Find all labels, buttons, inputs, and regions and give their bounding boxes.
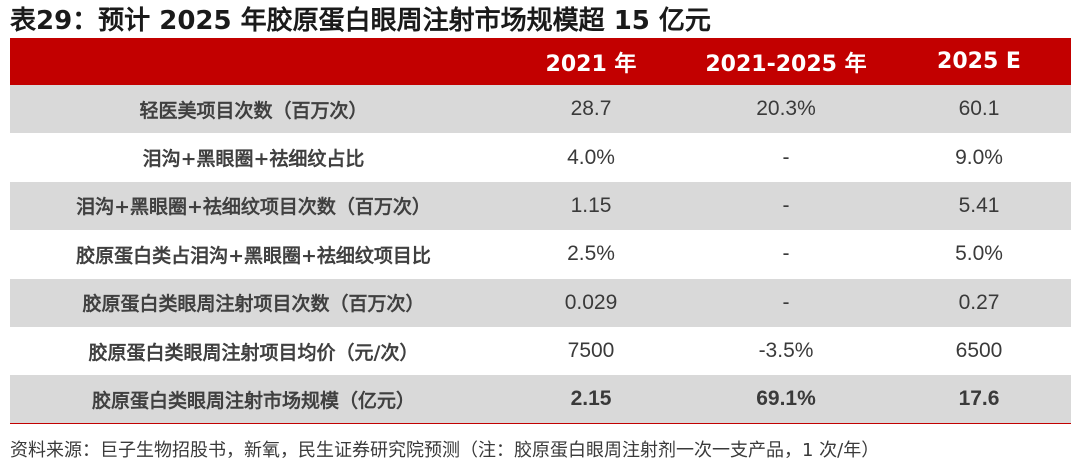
- table-row: 胶原蛋白类眼周注射项目次数（百万次） 0.029 - 0.27: [10, 278, 1071, 327]
- value-growth: -: [782, 145, 790, 169]
- value-2025e: 0.27: [958, 290, 1000, 314]
- value-2025e: 5.41: [958, 193, 1000, 217]
- value-growth: -: [782, 290, 790, 314]
- value-growth: -3.5%: [758, 339, 814, 363]
- row-label: 轻医美项目次数（百万次）: [139, 99, 368, 122]
- header-2021: 2021 年: [545, 51, 637, 77]
- value-growth: -: [782, 242, 790, 266]
- row-label: 胶原蛋白类眼周注射项目次数（百万次）: [82, 293, 425, 316]
- value-2021: 0.029: [564, 290, 618, 314]
- table-row-total: 胶原蛋白类眼周注射市场规模（亿元） 2.15 69.1% 17.6: [10, 375, 1071, 424]
- value-2025e: 60.1: [958, 97, 1000, 121]
- data-table: 2021 年 2021-2025 年 2025 E 轻医美项目次数（百万次） 2…: [10, 38, 1071, 424]
- value-2025e: 17.6: [958, 387, 1000, 411]
- value-2021: 4.0%: [567, 145, 615, 169]
- source-note: 资料来源：巨子生物招股书，新氧，民生证券研究院预测（注：胶原蛋白眼周注射剂一次一…: [10, 440, 880, 461]
- value-growth: -: [782, 193, 790, 217]
- table-row: 胶原蛋白类眼周注射项目均价（元/次） 7500 -3.5% 6500: [10, 327, 1071, 375]
- row-label: 胶原蛋白类眼周注射项目均价（元/次）: [88, 341, 419, 364]
- value-2021: 1.15: [570, 193, 612, 217]
- row-label: 泪沟+黑眼圈+祛细纹项目次数（百万次）: [76, 196, 431, 219]
- table-row: 泪沟+黑眼圈+祛细纹项目次数（百万次） 1.15 - 5.41: [10, 181, 1071, 231]
- header-2025e: 2025 E: [937, 49, 1021, 74]
- value-growth: 20.3%: [756, 97, 816, 121]
- value-2025e: 9.0%: [955, 145, 1003, 169]
- value-2025e: 6500: [955, 339, 1003, 363]
- table-header-row: 2021 年 2021-2025 年 2025 E: [10, 38, 1071, 85]
- value-2021: 7500: [567, 339, 615, 363]
- value-growth: 69.1%: [756, 387, 816, 411]
- row-label: 泪沟+黑眼圈+祛细纹占比: [142, 148, 365, 171]
- table-row: 胶原蛋白类占泪沟+黑眼圈+祛细纹项目比 2.5% - 5.0%: [10, 230, 1071, 278]
- header-2021-2025: 2021-2025 年: [705, 51, 867, 77]
- table-title: 表29：预计 2025 年胶原蛋白眼周注射市场规模超 15 亿元: [10, 6, 711, 36]
- table-row: 轻医美项目次数（百万次） 28.7 20.3% 60.1: [10, 85, 1071, 134]
- header-label-cell: [10, 38, 497, 85]
- value-2021: 2.5%: [567, 242, 615, 266]
- value-2025e: 5.0%: [955, 242, 1003, 266]
- value-2021: 28.7: [570, 97, 612, 121]
- row-label: 胶原蛋白类占泪沟+黑眼圈+祛细纹项目比: [76, 244, 431, 267]
- table-row: 泪沟+黑眼圈+祛细纹占比 4.0% - 9.0%: [10, 133, 1071, 181]
- value-2021: 2.15: [570, 387, 612, 411]
- row-label: 胶原蛋白类眼周注射市场规模（亿元）: [91, 389, 415, 412]
